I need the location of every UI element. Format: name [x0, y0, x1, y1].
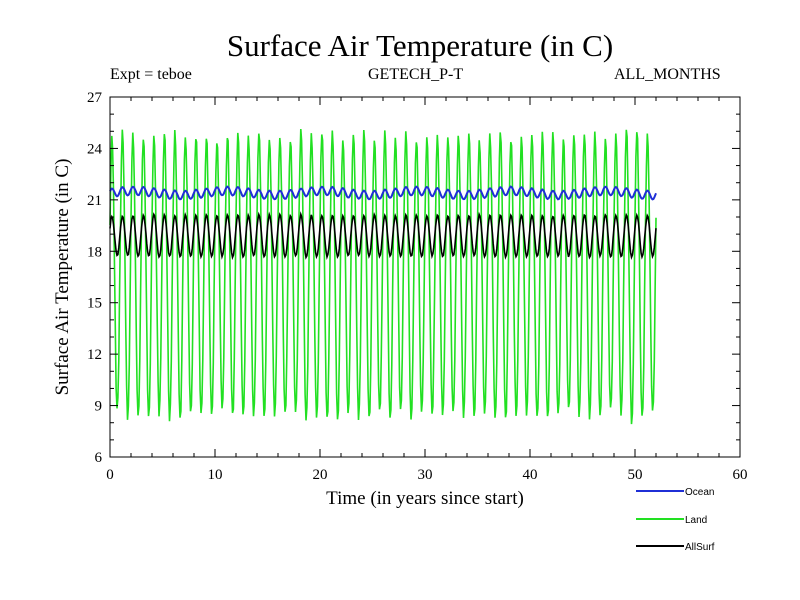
series-line-land	[109, 128, 657, 425]
x-axis-label: Time (in years since start)	[326, 488, 524, 509]
legend: Ocean Land AllSurf	[636, 487, 715, 553]
x-tick-label: 30	[418, 467, 433, 483]
x-tick-label: 20	[313, 467, 328, 483]
y-tick-label: 15	[87, 296, 102, 312]
x-tick-label: 10	[208, 467, 223, 483]
months-label: ALL_MONTHS	[614, 66, 721, 83]
y-tick-label: 24	[87, 141, 103, 157]
plot-series-group	[109, 128, 657, 425]
dataset-label: GETECH_P-T	[368, 66, 464, 83]
tick-group: 0 10 20 30 40 50 60 6 9 12 15 18 21 24 27	[87, 90, 748, 483]
x-tick-label: 40	[523, 467, 538, 483]
x-tick-label: 0	[106, 467, 114, 483]
legend-label-allsurf: AllSurf	[685, 542, 715, 553]
chart-title: Surface Air Temperature (in C)	[226, 28, 614, 63]
y-tick-label: 12	[87, 347, 102, 363]
y-tick-label: 18	[87, 244, 102, 260]
y-tick-label: 9	[95, 399, 103, 415]
y-axis-label: Surface Air Temperature (in C)	[52, 159, 73, 396]
series-line-allsurf	[109, 211, 657, 261]
legend-label-land: Land	[685, 515, 707, 526]
x-tick-label: 60	[733, 467, 748, 483]
series-line-ocean	[109, 185, 657, 201]
y-tick-label: 21	[87, 193, 102, 209]
y-tick-label: 6	[95, 450, 103, 466]
x-tick-label: 50	[628, 467, 643, 483]
legend-label-ocean: Ocean	[685, 487, 714, 498]
experiment-label: Expt = teboe	[110, 66, 192, 83]
y-tick-label: 27	[87, 90, 103, 106]
